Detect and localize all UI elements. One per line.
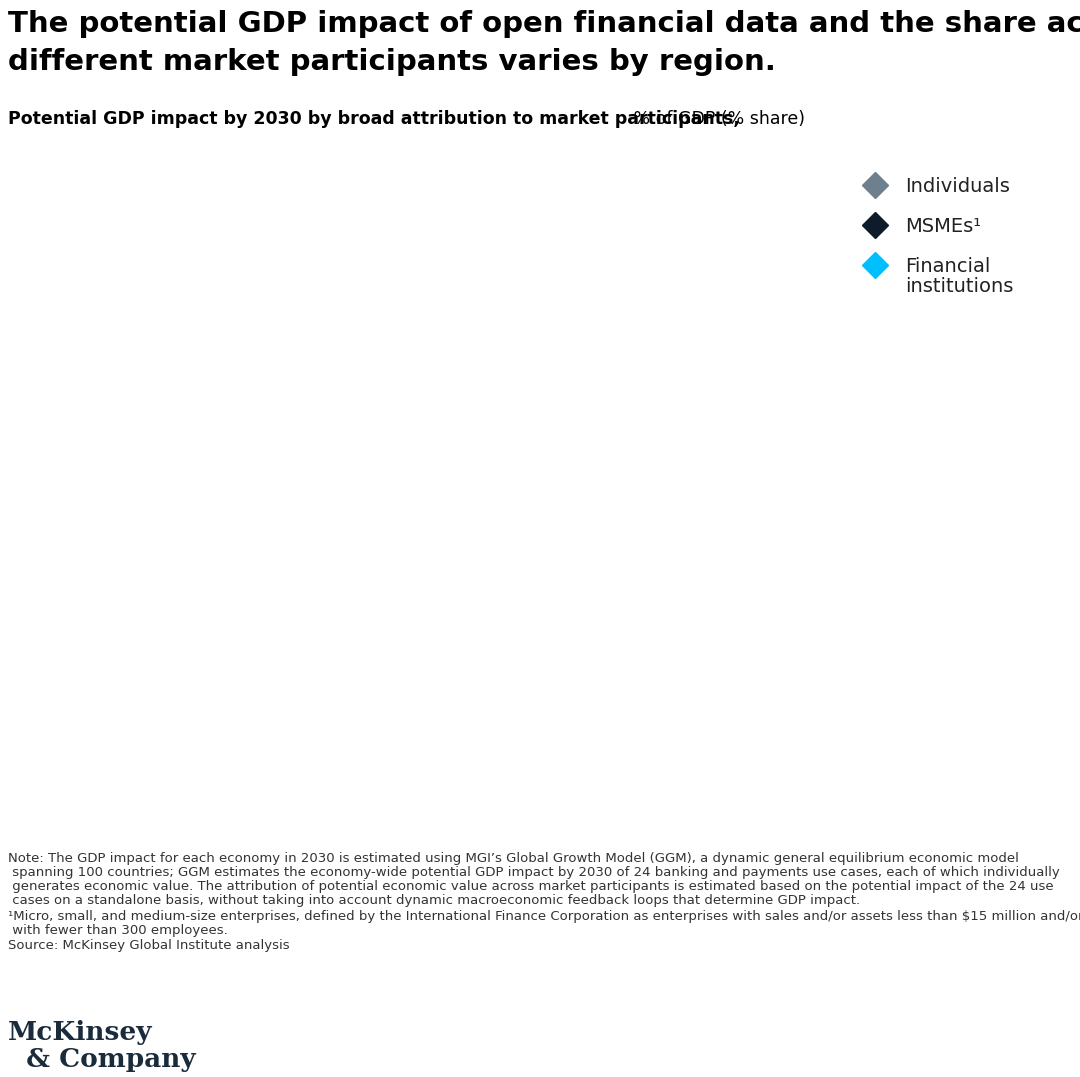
Text: The potential GDP impact of open financial data and the share accruing for: The potential GDP impact of open financi… bbox=[8, 10, 1080, 38]
Text: Potential GDP impact by 2030 by broad attribution to market participants,: Potential GDP impact by 2030 by broad at… bbox=[8, 110, 740, 128]
Text: with fewer than 300 employees.: with fewer than 300 employees. bbox=[8, 924, 228, 937]
Text: different market participants varies by region.: different market participants varies by … bbox=[8, 48, 775, 76]
Text: McKinsey: McKinsey bbox=[8, 1020, 152, 1045]
Text: institutions: institutions bbox=[905, 277, 1013, 296]
Text: spanning 100 countries; GGM estimates the economy-wide potential GDP impact by 2: spanning 100 countries; GGM estimates th… bbox=[8, 866, 1059, 879]
Text: Financial: Financial bbox=[905, 257, 990, 276]
Text: cases on a standalone basis, without taking into account dynamic macroeconomic f: cases on a standalone basis, without tak… bbox=[8, 894, 860, 907]
Text: generates economic value. The attribution of potential economic value across mar: generates economic value. The attributio… bbox=[8, 880, 1054, 893]
Text: Individuals: Individuals bbox=[905, 177, 1010, 196]
Text: & Company: & Company bbox=[8, 1047, 195, 1072]
Text: Source: McKinsey Global Institute analysis: Source: McKinsey Global Institute analys… bbox=[8, 939, 289, 952]
Text: Note: The GDP impact for each economy in 2030 is estimated using MGI’s Global Gr: Note: The GDP impact for each economy in… bbox=[8, 852, 1018, 865]
Text: MSMEs¹: MSMEs¹ bbox=[905, 216, 981, 236]
Text: % of GDP (% share): % of GDP (% share) bbox=[627, 110, 805, 128]
Text: ¹Micro, small, and medium-size enterprises, defined by the International Finance: ¹Micro, small, and medium-size enterpris… bbox=[8, 910, 1080, 923]
